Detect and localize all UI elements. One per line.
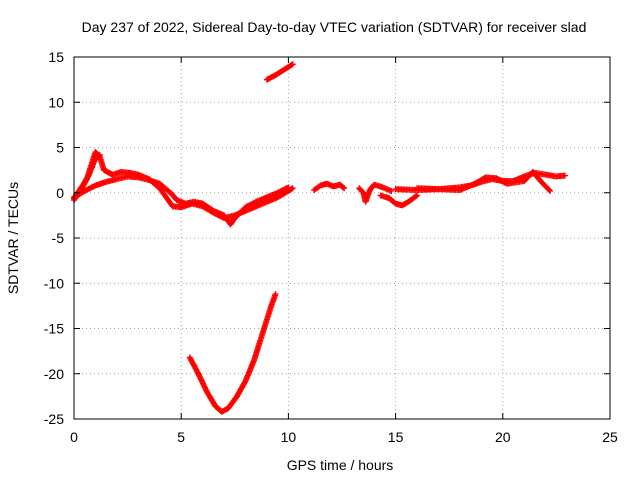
series-arc-j (414, 168, 553, 194)
y-tick-label: 0 (56, 185, 64, 201)
x-tick-label: 10 (281, 429, 297, 445)
data-point (289, 61, 296, 68)
series-arc-h (377, 192, 421, 209)
grid-lines (74, 57, 610, 419)
x-tick-label: 5 (177, 429, 185, 445)
series-arc-e (186, 291, 279, 415)
data-point (561, 172, 568, 179)
series-arc-b (71, 173, 292, 228)
axis-ticks: 0 5 10 15 20 25 -25 -20 -15 -10 -5 0 5 10 15 (44, 49, 618, 445)
data-point (285, 184, 292, 191)
data-point (96, 151, 103, 158)
series-arc-c (71, 151, 103, 202)
data-point (95, 152, 102, 159)
y-tick-label: 15 (48, 49, 64, 65)
data-series (71, 61, 568, 415)
y-axis-label: SDTVAR / TECUs (5, 182, 21, 294)
data-point (414, 192, 421, 199)
series-arc-g (356, 181, 395, 205)
data-point (545, 186, 552, 193)
x-axis-label: GPS time / hours (287, 457, 394, 473)
data-point (341, 185, 348, 192)
data-point (288, 62, 295, 69)
data-point (289, 185, 296, 192)
x-tick-label: 0 (70, 429, 78, 445)
data-point (412, 193, 419, 200)
x-tick-label: 15 (388, 429, 404, 445)
y-tick-label: -15 (44, 321, 64, 337)
series-arc-d (263, 61, 296, 83)
x-tick-label: 20 (495, 429, 511, 445)
y-tick-label: -10 (44, 275, 64, 291)
y-tick-label: -5 (52, 230, 65, 246)
data-point (546, 187, 553, 194)
data-point (388, 187, 395, 194)
data-point (272, 291, 279, 298)
y-tick-label: 10 (48, 94, 64, 110)
y-tick-label: -20 (44, 366, 64, 382)
x-tick-label: 25 (602, 429, 618, 445)
series-arc-f (311, 180, 348, 194)
y-tick-label: 5 (56, 140, 64, 156)
y-tick-label: -25 (44, 411, 64, 427)
data-point (340, 184, 347, 191)
chart-title: Day 237 of 2022, Sidereal Day-to-day VTE… (82, 19, 587, 35)
